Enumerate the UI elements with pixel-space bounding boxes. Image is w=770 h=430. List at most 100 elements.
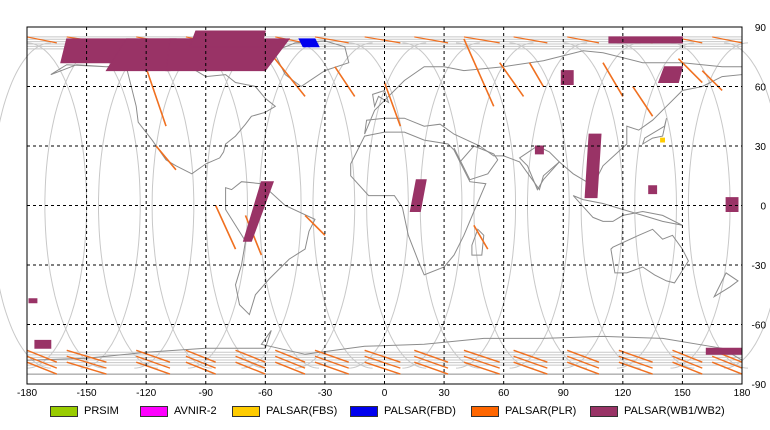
plr-polar-arc xyxy=(618,361,653,375)
plr-polar-arc xyxy=(618,349,653,363)
wb-swaths xyxy=(28,30,743,355)
plr-polar-arc xyxy=(672,361,703,375)
landmass-madagascar xyxy=(471,228,485,256)
plr-polar-arc xyxy=(364,349,401,363)
legend-item-fbd: PALSAR(FBD) xyxy=(350,404,456,418)
plr-track xyxy=(214,205,237,250)
plr-polar-arc xyxy=(364,355,401,369)
legend-item-wb: PALSAR(WB1/WB2) xyxy=(590,404,725,418)
x-tick-label: -30 xyxy=(318,388,333,399)
plr-polar-arc xyxy=(66,349,107,363)
landmass-africa xyxy=(350,131,487,276)
plr-polar-arc xyxy=(314,349,349,363)
fbd-swath xyxy=(298,38,320,48)
plr-track xyxy=(473,224,489,250)
plr-polar-arc xyxy=(275,361,306,375)
wb-swath xyxy=(34,339,52,349)
plr-polar-arc xyxy=(414,349,449,363)
plr-track xyxy=(304,214,326,236)
plr-polar-arc xyxy=(235,355,266,369)
y-tick-label: -60 xyxy=(752,321,767,332)
plr-polar-arc xyxy=(136,361,171,375)
x-tick-label: -150 xyxy=(77,388,97,399)
plr-polar-arc xyxy=(185,355,216,369)
legend-label-fbs: PALSAR(FBS) xyxy=(266,405,338,417)
x-tick-label: -90 xyxy=(199,388,214,399)
wb-swath xyxy=(409,179,427,212)
plr-polar-arc xyxy=(314,355,349,369)
plr-polar-arc xyxy=(275,349,306,363)
plr-polar-arc xyxy=(672,355,703,369)
y-axis-ticks: 90 60 30 0 -30 -60 -90 xyxy=(752,23,767,391)
fbs-swath xyxy=(660,137,665,143)
plr-polar-arc xyxy=(463,361,500,375)
x-tick-label: 120 xyxy=(614,388,631,399)
x-axis-ticks: -180 -150 -120 -90 -60 -30 0 30 60 90 120 150 180 xyxy=(17,388,751,399)
plr-polar-arc xyxy=(513,36,548,44)
legend-swatch-avnir xyxy=(140,405,168,417)
legend-item-plr: PALSAR(PLR) xyxy=(471,404,576,418)
plr-polar-arc xyxy=(711,361,743,375)
y-tick-label: 60 xyxy=(755,83,767,94)
legend-label-fbd: PALSAR(FBD) xyxy=(384,405,456,417)
plr-track xyxy=(602,62,624,97)
y-tick-label: -30 xyxy=(752,261,767,272)
plr-polar-arc xyxy=(566,349,600,363)
legend-swatch-fbd xyxy=(350,405,378,417)
y-tick-label: 30 xyxy=(755,142,767,153)
plr-polar-arc xyxy=(672,349,703,363)
x-tick-label: -60 xyxy=(258,388,273,399)
plr-polar-arc xyxy=(364,36,401,44)
plr-polar-arc xyxy=(235,349,266,363)
plr-polar-arc xyxy=(566,361,600,375)
x-tick-label: 0 xyxy=(382,388,388,399)
wb-swath xyxy=(584,133,602,199)
y-tick-label: 90 xyxy=(755,23,767,34)
plr-polar-arc xyxy=(26,361,58,375)
landmass-uk xyxy=(372,89,390,109)
plr-polar-arc xyxy=(26,355,58,369)
landmass-japan xyxy=(641,118,667,146)
x-tick-label: 30 xyxy=(439,388,451,399)
landmass-new-zealand xyxy=(712,272,739,299)
plr-polar-arc xyxy=(463,36,500,44)
legend-label-plr: PALSAR(PLR) xyxy=(505,405,577,417)
wb-swath xyxy=(560,70,574,85)
plr-polar-arc xyxy=(513,355,548,369)
plr-polar-arc xyxy=(275,355,306,369)
wb-swath xyxy=(608,36,683,44)
wb-swath xyxy=(725,197,739,212)
plr-track xyxy=(383,82,402,127)
landmass-eurasia xyxy=(364,50,743,191)
plr-polar-arc xyxy=(463,355,500,369)
legend-label-avnir: AVNIR-2 xyxy=(174,405,217,417)
wb-swath xyxy=(705,347,743,355)
plr-polar-arc xyxy=(566,355,600,369)
x-tick-label: 150 xyxy=(674,388,691,399)
legend-item-fbs: PALSAR(FBS) xyxy=(232,404,337,418)
plr-polar-arc xyxy=(66,361,107,375)
orbit-track xyxy=(0,42,51,369)
orbit-track xyxy=(26,42,88,369)
plr-polar-arc xyxy=(414,355,449,369)
legend-label-prsim: PRSIM xyxy=(84,405,119,417)
x-tick-label: -180 xyxy=(17,388,37,399)
plr-polar-arc xyxy=(136,355,171,369)
plr-polar-arc xyxy=(314,361,349,375)
landmass-indonesia xyxy=(572,195,683,226)
wb-swath xyxy=(534,145,544,155)
plr-track xyxy=(701,70,723,92)
landmass-south-america xyxy=(225,181,316,316)
wb-swath xyxy=(242,181,275,242)
y-tick-label: 0 xyxy=(760,202,766,213)
legend-swatch-prsim xyxy=(50,405,78,417)
plr-track xyxy=(499,62,525,97)
orbit-track xyxy=(724,42,770,369)
x-tick-label: -120 xyxy=(136,388,156,399)
plr-track xyxy=(528,62,545,87)
plr-polar-arc xyxy=(513,349,548,363)
plr-polar-arc xyxy=(513,361,548,375)
legend-item-avnir: AVNIR-2 xyxy=(140,404,217,418)
orbit-track xyxy=(366,42,427,369)
